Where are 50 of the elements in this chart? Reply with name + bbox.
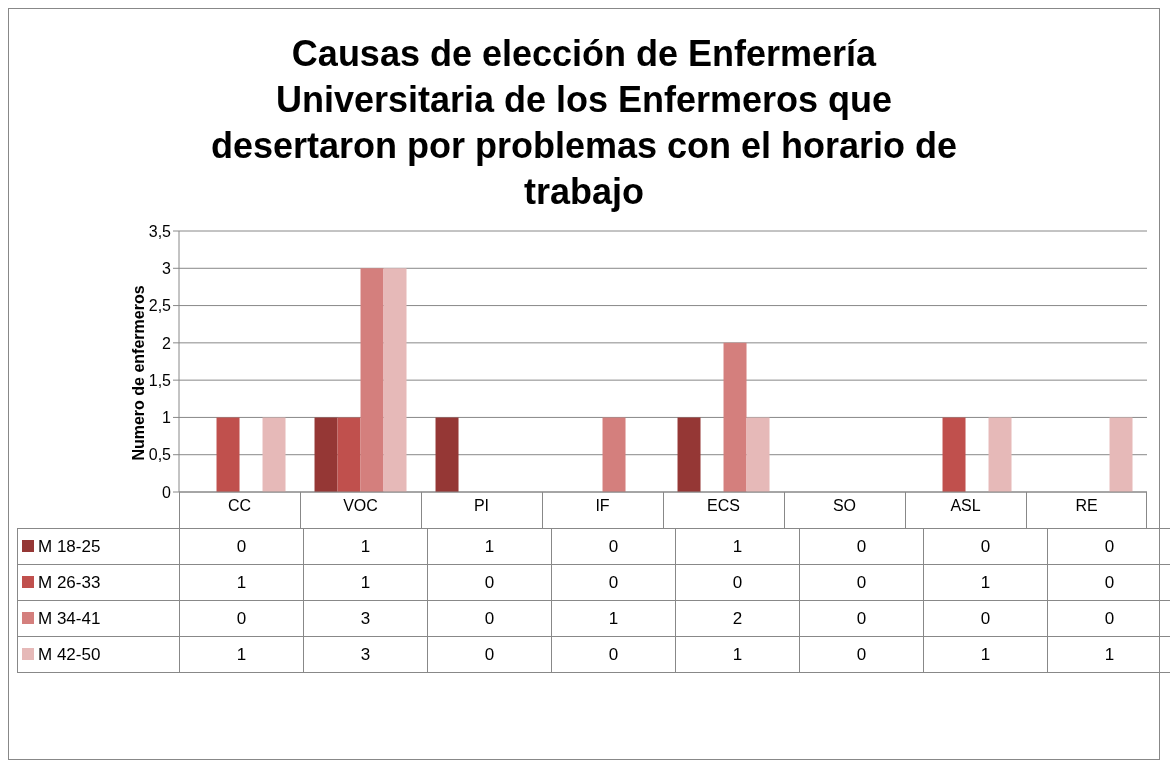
data-label: 0 bbox=[799, 636, 924, 673]
y-tick-label: 2 bbox=[162, 334, 172, 352]
y-axis-title: Numero de enfermeros bbox=[130, 285, 148, 461]
data-label: 0 bbox=[675, 564, 800, 601]
data-label: 0 bbox=[427, 600, 552, 637]
data-label: 1 bbox=[923, 564, 1048, 601]
y-tick-label: 0 bbox=[162, 483, 172, 501]
data-label: 1 bbox=[1047, 636, 1170, 673]
data-label: 3 bbox=[303, 600, 428, 637]
data-label: 0 bbox=[1047, 600, 1170, 637]
data-label: 0 bbox=[799, 564, 924, 601]
data-label: 0 bbox=[551, 564, 676, 601]
y-tick-label: 3 bbox=[162, 259, 172, 277]
y-tick-label: 3,5 bbox=[148, 222, 172, 240]
data-label: 1 bbox=[675, 528, 800, 565]
data-label: 0 bbox=[1047, 564, 1170, 601]
data-label: 1 bbox=[551, 600, 676, 637]
data-label: 1 bbox=[303, 528, 428, 565]
data-label: 1 bbox=[675, 636, 800, 673]
data-label: 1 bbox=[923, 636, 1048, 673]
y-tick-label: 2,5 bbox=[148, 297, 172, 315]
chart-title: Causas de elección de Enfermería Universitaria de los Enfermeros que desertaron por problemas con el horario de trabajo bbox=[209, 32, 959, 214]
data-label: 0 bbox=[551, 636, 676, 673]
data-label: 1 bbox=[427, 528, 552, 565]
data-label: 2 bbox=[675, 600, 800, 637]
x-tick-label: ASL bbox=[950, 497, 981, 515]
legend-label: M 18-25 bbox=[17, 528, 180, 565]
x-tick-label: VOC bbox=[343, 497, 378, 515]
y-tick-label: 1 bbox=[162, 409, 172, 427]
data-label: 0 bbox=[799, 600, 924, 637]
data-label: 0 bbox=[923, 528, 1048, 565]
data-label: 0 bbox=[799, 528, 924, 565]
data-label: 1 bbox=[303, 564, 428, 601]
data-label: 0 bbox=[427, 564, 552, 601]
data-label: 0 bbox=[923, 600, 1048, 637]
x-tick-label: SO bbox=[832, 497, 857, 515]
legend-label: M 26-33 bbox=[17, 564, 180, 601]
data-label: 0 bbox=[1047, 528, 1170, 565]
legend-label: M 34-41 bbox=[17, 600, 180, 637]
x-tick-label: PI bbox=[473, 497, 490, 515]
y-tick-label: 0,5 bbox=[148, 446, 172, 464]
x-tick-label: ECS bbox=[707, 497, 740, 515]
y-tick-label: 1,5 bbox=[148, 371, 172, 389]
data-label: 0 bbox=[427, 636, 552, 673]
x-tick-label: IF bbox=[595, 497, 610, 515]
x-tick-label: RE bbox=[1075, 497, 1098, 515]
data-label: 3 bbox=[303, 636, 428, 673]
x-tick-label: CC bbox=[227, 497, 252, 515]
legend-label: M 42-50 bbox=[17, 636, 180, 673]
data-label: 0 bbox=[551, 528, 676, 565]
